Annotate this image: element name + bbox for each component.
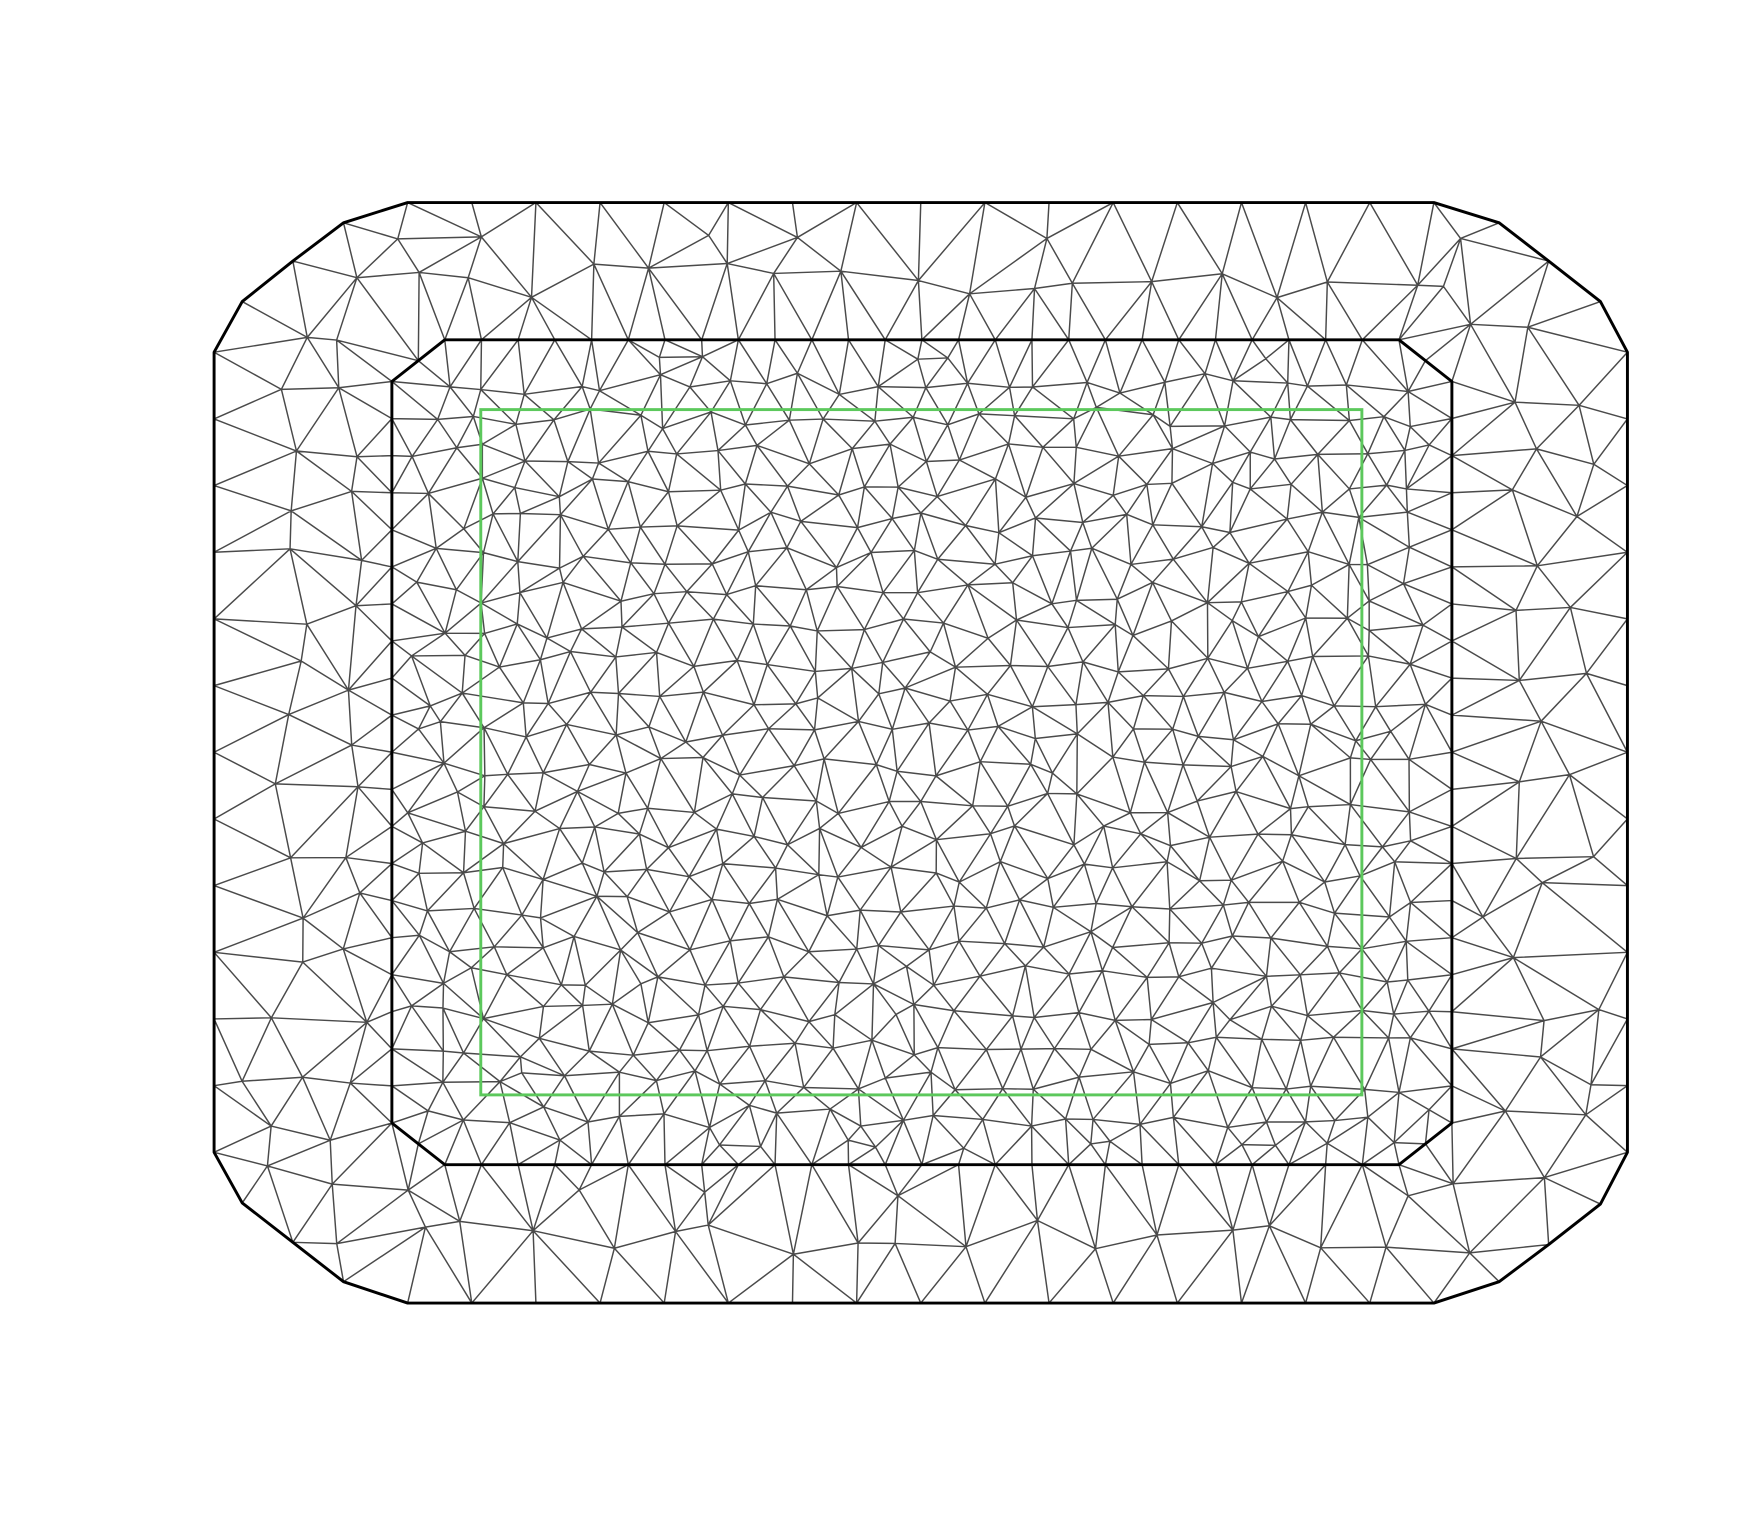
inner-boundary	[390, 338, 1454, 1167]
green-region	[479, 408, 1364, 1097]
outer-boundary	[212, 201, 1629, 1305]
